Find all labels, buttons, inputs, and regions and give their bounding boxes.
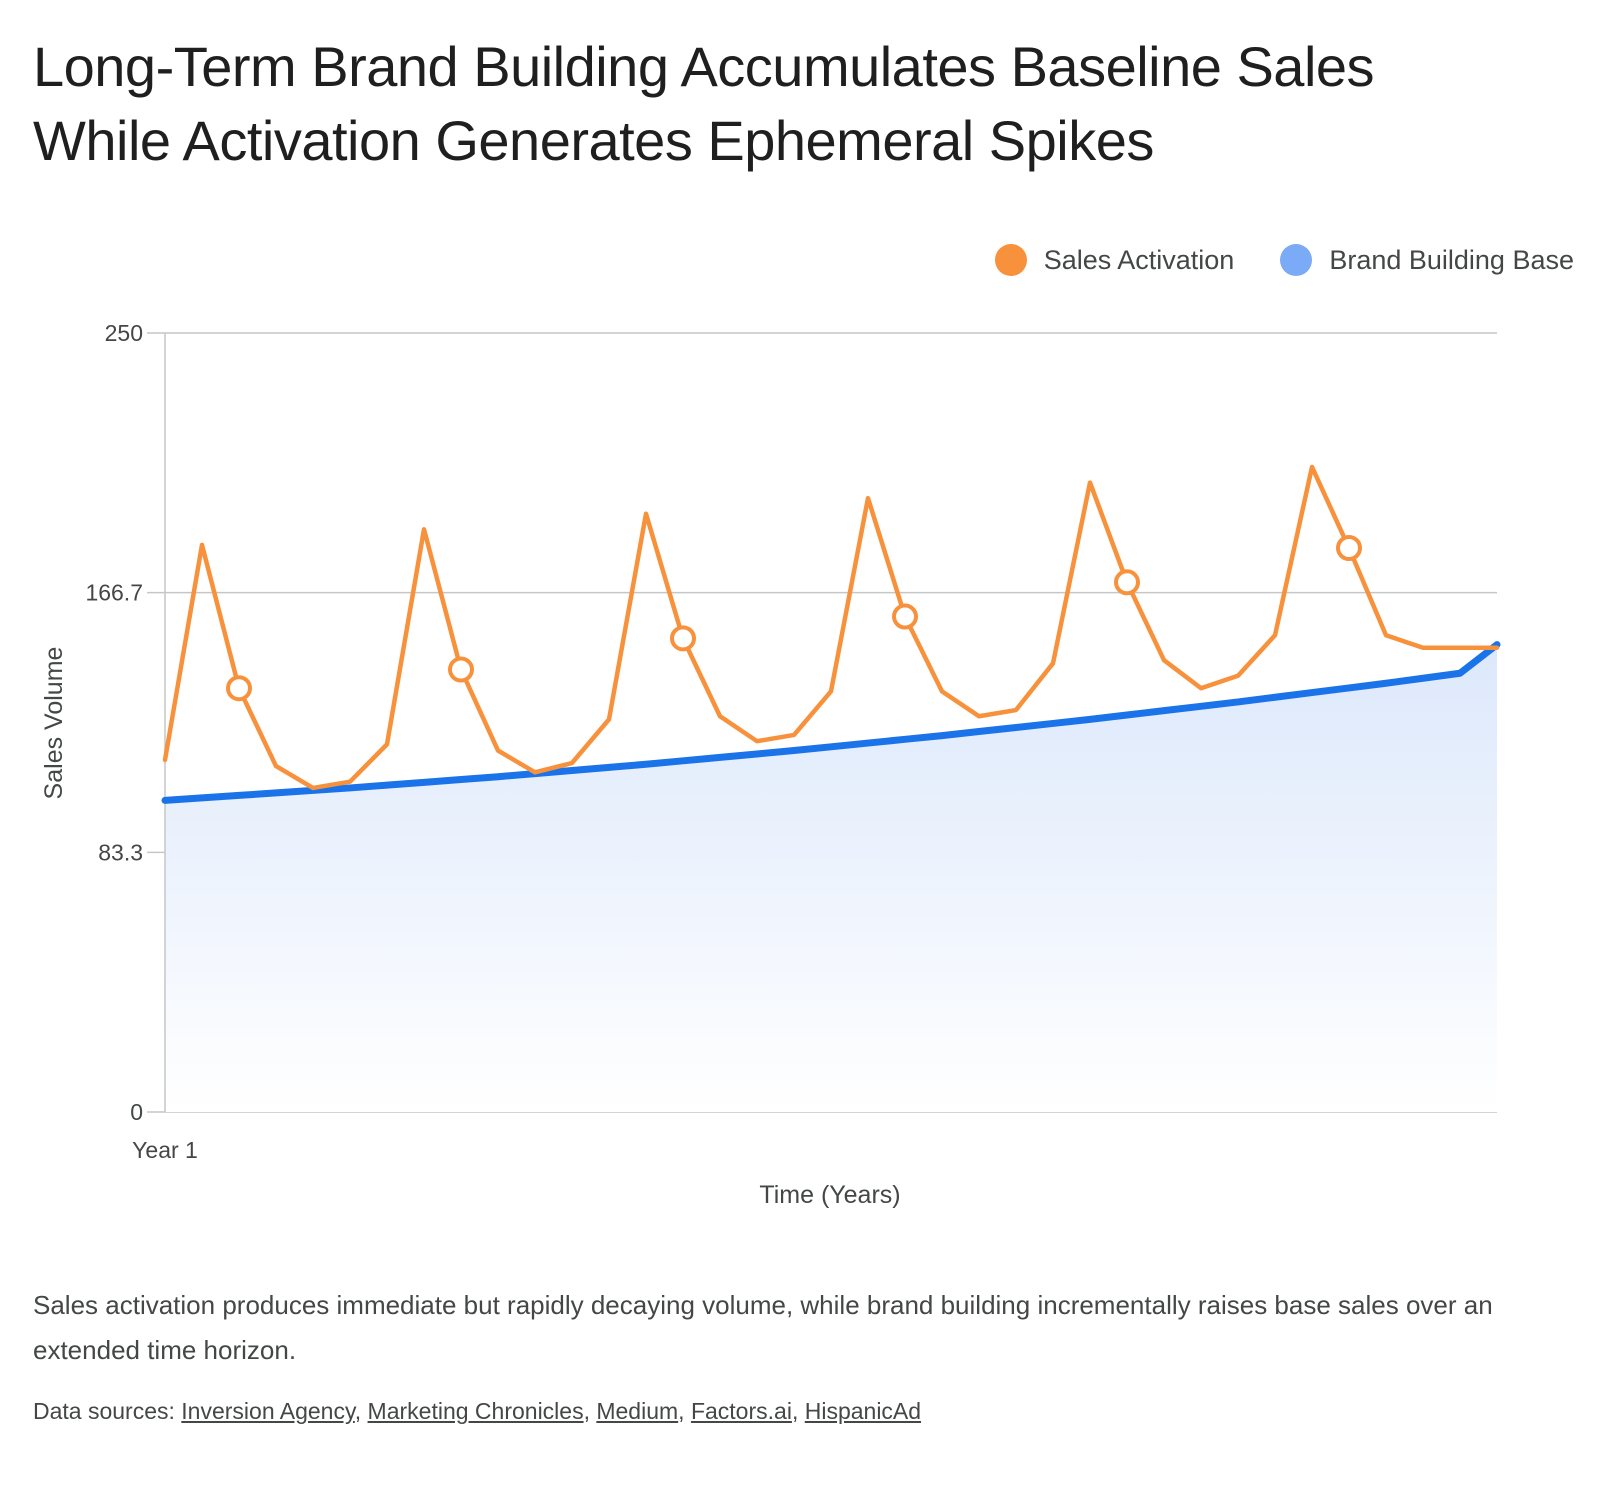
sales-activation-point[interactable]	[226, 675, 252, 702]
source-separator: ,	[791, 1398, 805, 1424]
source-link-medium[interactable]: Medium	[596, 1398, 679, 1424]
chart-description: Sales activation produces immediate but …	[33, 1290, 1493, 1365]
data-sources: Data sources: Inversion Agency, Marketin…	[33, 1398, 921, 1425]
source-separator: ,	[354, 1398, 368, 1424]
chart-title: Long-Term Brand Building Accumulates Bas…	[33, 30, 1563, 178]
y-tick-label: 0	[130, 1099, 143, 1125]
source-link-inversion-agency[interactable]: Inversion Agency	[181, 1398, 355, 1424]
legend-item-sales-activation[interactable]: Sales Activation	[994, 244, 1235, 276]
chart-legend: Sales Activation Brand Building Base	[949, 244, 1574, 276]
sales-activation-point[interactable]	[892, 603, 918, 630]
sales-activation-point[interactable]	[1114, 569, 1140, 596]
source-link-marketing-chronicles[interactable]: Marketing Chronicles	[367, 1398, 584, 1424]
source-link-factors-ai[interactable]: Factors.ai	[690, 1398, 792, 1424]
source-separator: ,	[583, 1398, 597, 1424]
chart-title-line-1: Long-Term Brand Building Accumulates Bas…	[33, 35, 1375, 98]
chart-title-line-2: While Activation Generates Ephemeral Spi…	[33, 109, 1154, 172]
source-separator: ,	[678, 1398, 691, 1424]
base-area-fill	[165, 644, 1497, 1112]
source-link-hispanicad[interactable]: HispanicAd	[804, 1398, 922, 1424]
sources-prefix: Data sources:	[33, 1398, 182, 1424]
sales-activation-point[interactable]	[448, 656, 474, 683]
legend-label-brand-building-base: Brand Building Base	[1329, 244, 1574, 275]
y-tick-label: 166.7	[85, 580, 143, 606]
legend-swatch-brand-building-base	[1280, 244, 1313, 276]
brand-building-base-line	[161, 641, 1501, 804]
series-lines	[161, 464, 1501, 804]
x-axis-title: Time (Years)	[759, 1181, 900, 1209]
chart-plot: 0 83.3 166.7 250 Year 1 Sales Volume Time (Y…	[40, 320, 1501, 1209]
y-tick-label: 83.3	[98, 839, 143, 865]
sales-activation-point[interactable]	[1336, 535, 1362, 562]
sales-activation-point[interactable]	[670, 625, 696, 652]
legend-swatch-sales-activation	[994, 244, 1027, 276]
x-tick-label: Year 1	[132, 1137, 198, 1163]
brand-building-area	[165, 644, 1497, 1112]
y-axis-title: Sales Volume	[40, 647, 68, 800]
sales-activation-line	[162, 464, 1500, 791]
legend-item-brand-building-base[interactable]: Brand Building Base	[1280, 244, 1574, 276]
y-tick-label: 250	[105, 320, 143, 346]
series-markers	[226, 535, 1362, 702]
legend-label-sales-activation: Sales Activation	[1043, 244, 1235, 275]
axes: 0 83.3 166.7 250 Year 1	[85, 320, 197, 1163]
